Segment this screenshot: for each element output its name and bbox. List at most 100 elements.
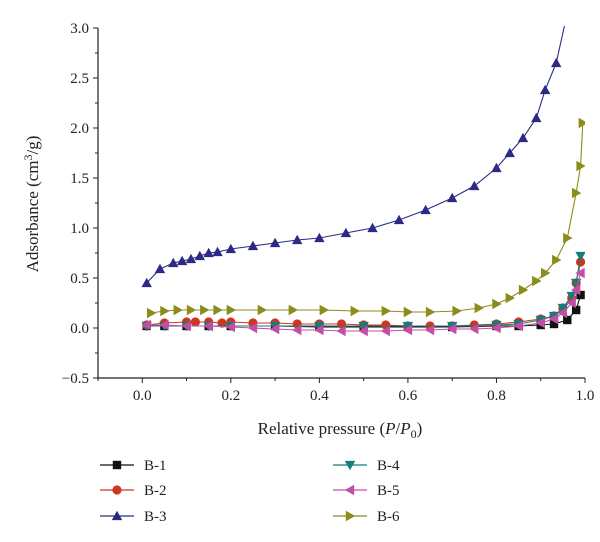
- data-point: [504, 147, 515, 158]
- data-point: [186, 304, 197, 316]
- y-tick-label: 1.5: [70, 171, 89, 187]
- data-point: [269, 237, 281, 248]
- data-point: [557, 307, 568, 319]
- data-point: [367, 222, 378, 233]
- data-point: [159, 319, 169, 331]
- data-point: [540, 267, 551, 279]
- data-point: [381, 305, 391, 317]
- data-point: [336, 325, 346, 337]
- series-line: [146, 26, 565, 284]
- data-point: [551, 57, 562, 68]
- data-point: [319, 304, 329, 316]
- series-layer: [141, 26, 585, 337]
- data-point: [247, 322, 258, 334]
- data-point: [425, 306, 436, 318]
- ticks-layer: 0.0 0.2 0.4 0.6 0.8 1.0 −0.5 0.0 0.5 1.0 1.5 2.0 2.5…: [62, 21, 595, 404]
- data-point: [160, 305, 170, 317]
- data-point: [314, 321, 325, 332]
- series-line: [151, 122, 584, 314]
- data-point: [176, 255, 188, 266]
- data-point: [571, 305, 581, 315]
- data-point: [548, 313, 559, 325]
- x-tick-label: 0.4: [310, 388, 329, 404]
- data-point: [168, 257, 179, 268]
- x-tick-label: 0.6: [399, 388, 418, 404]
- data-point: [181, 320, 191, 332]
- data-point: [141, 319, 151, 331]
- legend-marker: [112, 460, 122, 470]
- data-point: [217, 318, 227, 328]
- data-point: [185, 253, 197, 264]
- data-point: [340, 227, 352, 238]
- data-point: [393, 214, 405, 225]
- legend-label: B-1: [144, 458, 167, 474]
- data-point: [194, 250, 206, 261]
- data-point: [350, 305, 360, 317]
- data-point: [491, 322, 501, 334]
- legend-item-b-1: B-1: [100, 458, 167, 474]
- legend-marker: [344, 484, 355, 496]
- data-point: [200, 304, 210, 316]
- legend-marker: [344, 460, 356, 471]
- series-b-3: [141, 26, 565, 288]
- data-point: [557, 303, 569, 314]
- legend-label: B-3: [144, 509, 167, 525]
- data-point: [226, 304, 237, 316]
- legend-item-b-5: B-5: [333, 483, 400, 499]
- data-point: [575, 267, 585, 279]
- data-point: [469, 180, 480, 191]
- series-line: [146, 255, 582, 327]
- data-point: [402, 324, 413, 336]
- data-point: [552, 254, 562, 266]
- data-point: [492, 298, 502, 310]
- data-point: [576, 160, 585, 172]
- series-b-2: [142, 257, 585, 331]
- data-point: [358, 321, 369, 332]
- data-point: [146, 307, 157, 319]
- data-point: [571, 187, 582, 199]
- data-point: [173, 304, 183, 316]
- data-point: [420, 204, 431, 215]
- data-point: [380, 325, 390, 337]
- data-point: [257, 304, 268, 316]
- data-point: [517, 132, 529, 143]
- series-b-5: [141, 267, 585, 337]
- data-point: [578, 117, 585, 129]
- data-point: [288, 304, 298, 316]
- legend-marker: [111, 510, 123, 521]
- y-tick-label: −0.5: [62, 371, 89, 387]
- legend: B-1 B-2 B-3 B-4 B-5 B-6: [100, 458, 400, 525]
- data-point: [446, 323, 457, 335]
- legend-label: B-5: [377, 483, 400, 499]
- data-point: [570, 284, 581, 296]
- data-point: [575, 251, 585, 262]
- x-axis-label: Relative pressure (P/P0): [258, 419, 423, 441]
- y-tick-label: 2.0: [70, 121, 89, 137]
- data-point: [314, 232, 325, 243]
- data-point: [269, 323, 280, 335]
- legend-label: B-6: [377, 509, 400, 525]
- y-tick-label: 3.0: [70, 21, 89, 37]
- data-point: [505, 292, 515, 304]
- x-tick-label: 0.8: [487, 388, 506, 404]
- data-point: [446, 192, 458, 203]
- data-point: [518, 284, 529, 296]
- data-point: [190, 317, 200, 327]
- data-point: [531, 112, 542, 123]
- data-point: [491, 162, 502, 173]
- data-point: [154, 263, 166, 274]
- data-point: [203, 320, 213, 332]
- data-point: [452, 305, 462, 317]
- y-tick-label: 0.0: [70, 321, 89, 337]
- legend-item-b-6: B-6: [333, 509, 400, 525]
- legend-label: B-4: [377, 458, 400, 474]
- data-point: [141, 277, 152, 288]
- data-point: [225, 243, 237, 254]
- data-point: [212, 246, 223, 257]
- data-point: [474, 302, 484, 314]
- data-point: [549, 319, 559, 329]
- data-point: [563, 315, 572, 325]
- data-point: [575, 257, 585, 267]
- legend-item-b-3: B-3: [100, 509, 167, 525]
